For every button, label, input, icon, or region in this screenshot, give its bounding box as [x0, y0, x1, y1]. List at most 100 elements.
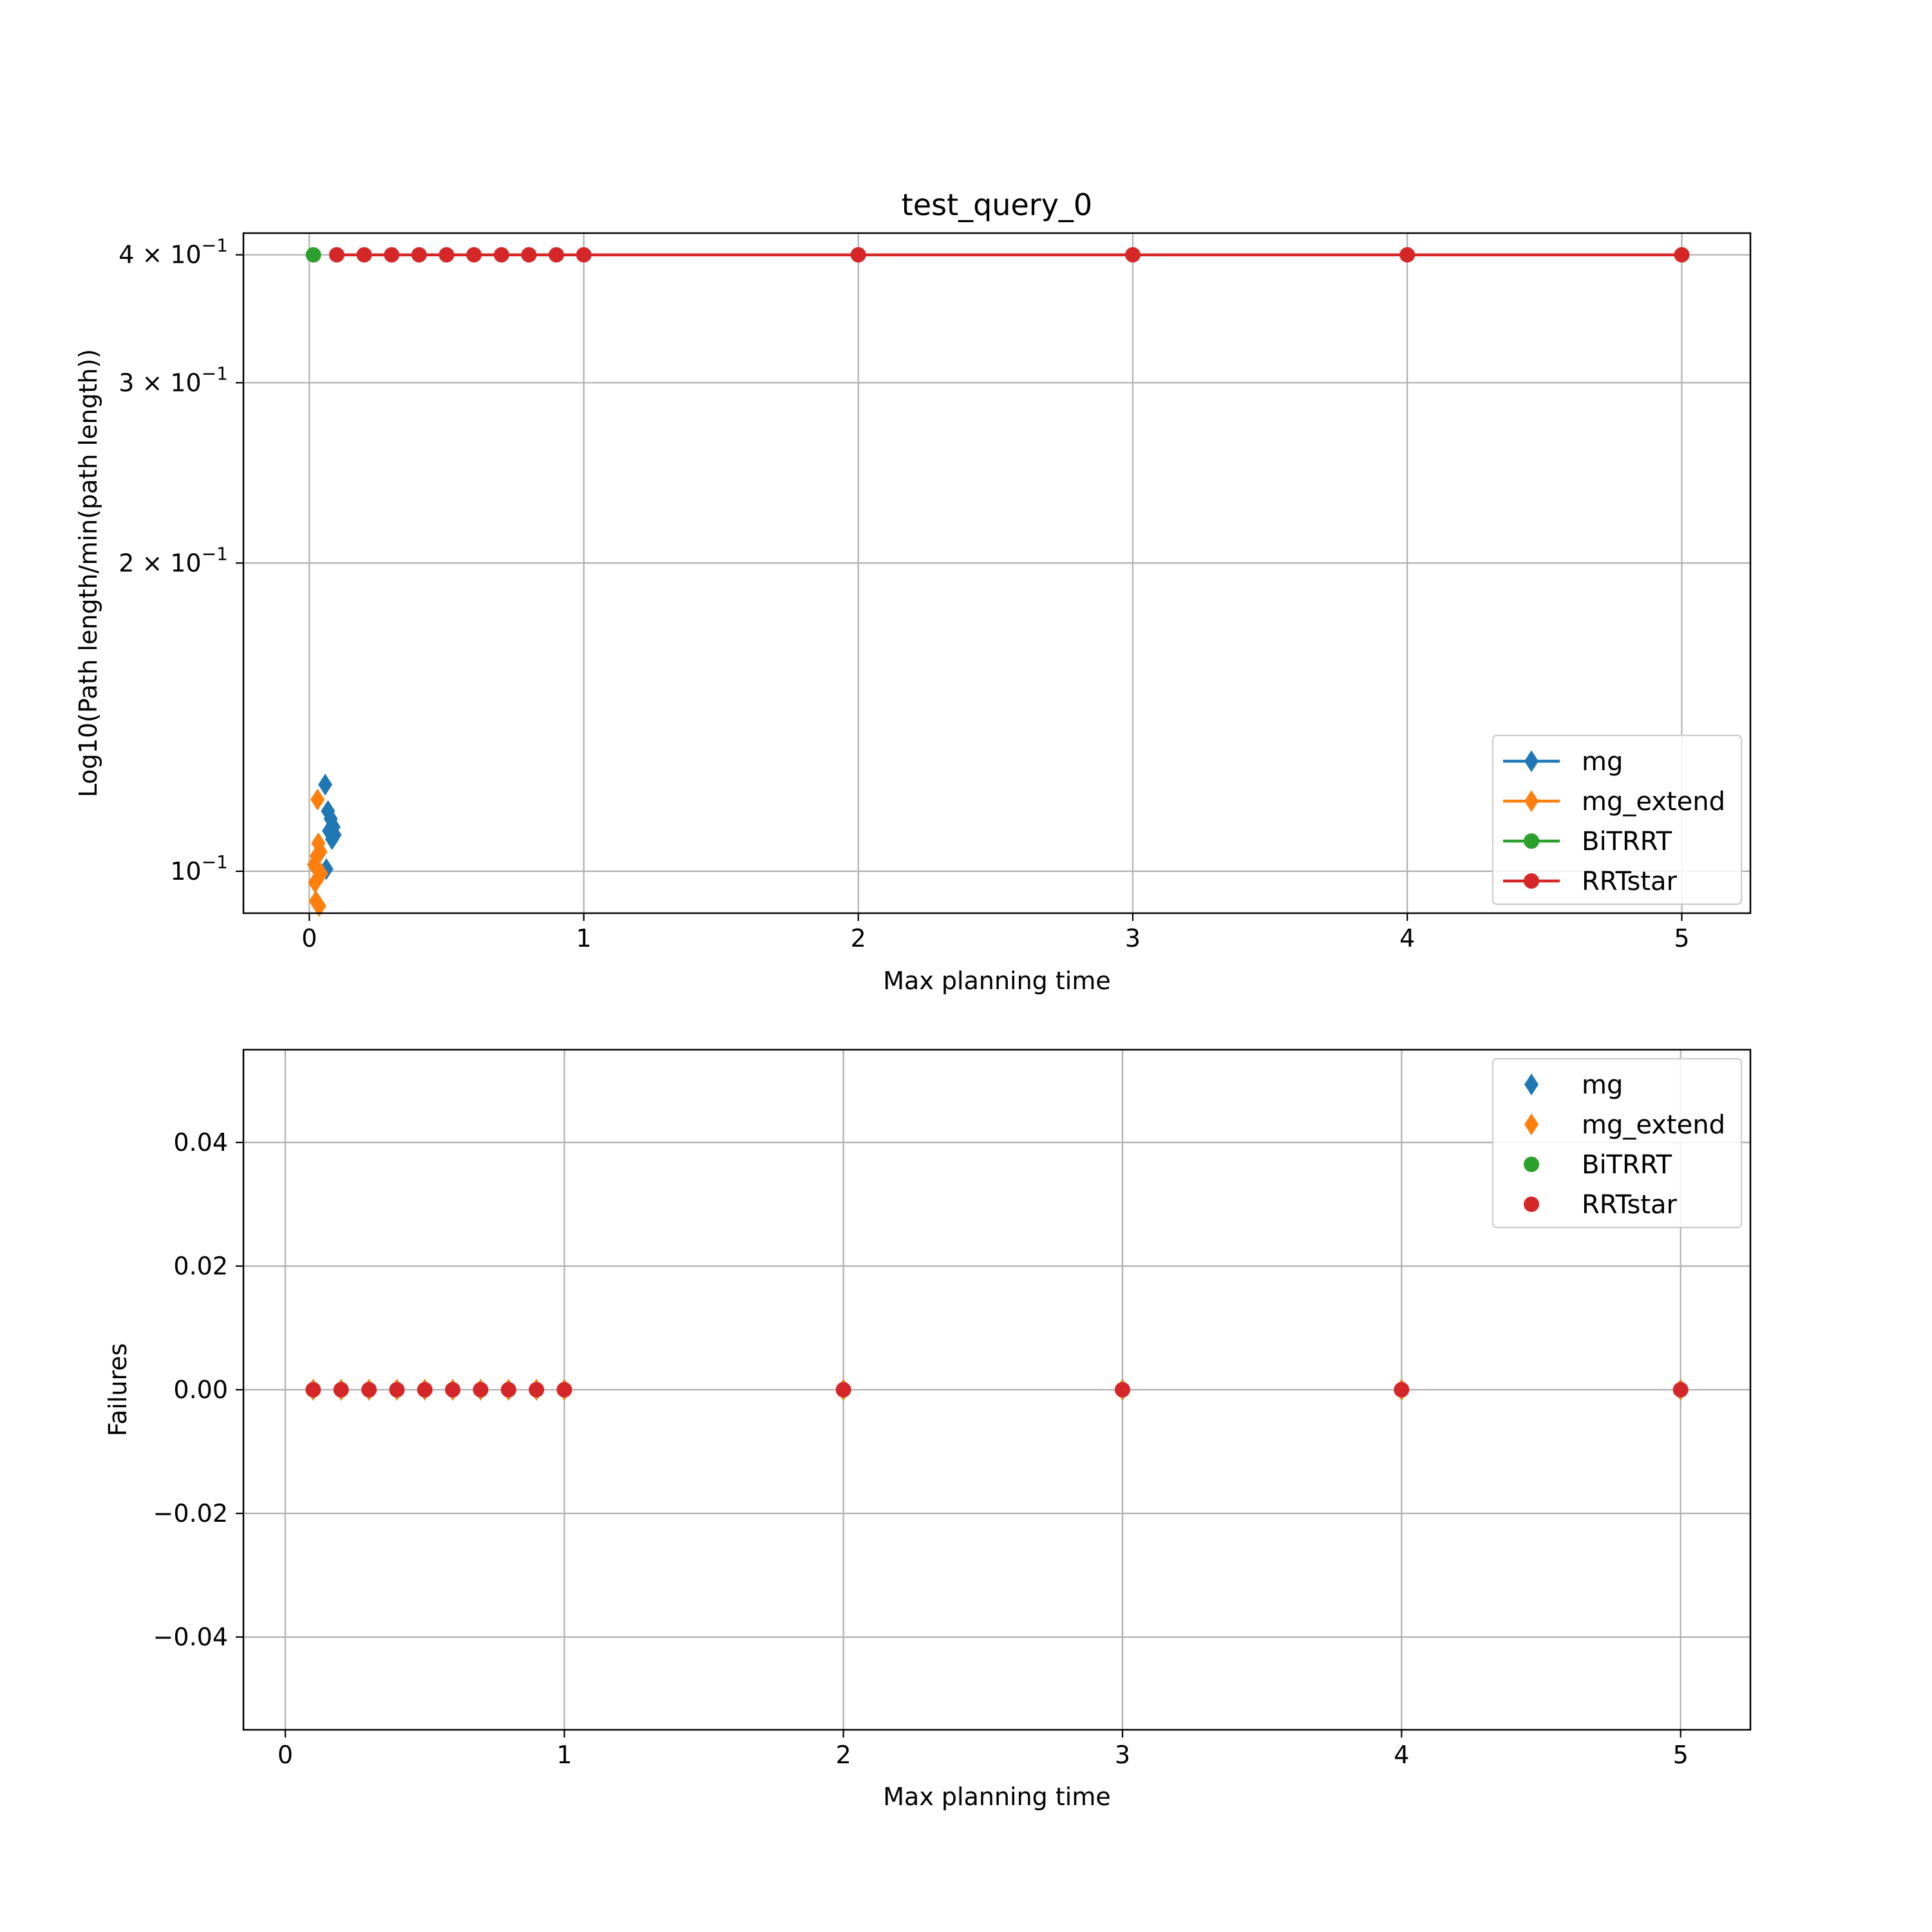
data-point: [500, 1382, 516, 1397]
x-tick-label: 1: [576, 924, 591, 952]
legend: mg mg_extend BiTRRT RRTstar: [1492, 734, 1743, 905]
y-tick-label: −0.04: [153, 1623, 228, 1651]
data-point: [384, 247, 400, 263]
x-tick-label: 5: [1673, 1741, 1689, 1769]
series-RRTstar: [305, 1382, 1689, 1397]
y-tick-label: 0.02: [173, 1252, 228, 1280]
data-point: [1394, 1382, 1410, 1397]
y-tick-label: 0.00: [173, 1376, 228, 1404]
data-point: [305, 1382, 321, 1397]
data-point: [1399, 247, 1416, 263]
x-tick-label: 1: [556, 1741, 572, 1769]
legend-item-BiTRRT: BiTRRT: [1524, 1150, 1672, 1180]
y-tick-label: −0.02: [153, 1499, 228, 1528]
data-point: [1672, 1382, 1689, 1397]
legend-marker: [1524, 1113, 1539, 1135]
path-length-subplot: test_query_0 0 1 2 3 4 5 10−1 2 × 10−1 3 × 10−1 4…: [74, 187, 1752, 995]
data-point: [521, 247, 537, 263]
legend-item-RRTstar: RRTstar: [1524, 1190, 1678, 1220]
x-axis-label: Max planning time: [883, 967, 1110, 995]
series-layer: [305, 1379, 1689, 1401]
legend-label: mg_extend: [1582, 787, 1725, 817]
legend-item-BiTRRT: BiTRRT: [1503, 827, 1672, 857]
data-point: [556, 1382, 573, 1397]
y-axis-label: Failures: [104, 1343, 132, 1437]
x-tick-label: 0: [278, 1741, 293, 1769]
series-mg: [318, 773, 342, 880]
legend-marker: [1524, 790, 1539, 812]
data-point: [361, 1382, 377, 1397]
data-point: [417, 1382, 433, 1397]
legend-marker: [1524, 1157, 1539, 1172]
data-point: [313, 840, 328, 863]
data-point: [445, 1382, 460, 1397]
data-point: [576, 247, 592, 263]
data-point: [328, 247, 345, 263]
data-point: [305, 247, 321, 263]
data-point: [333, 1382, 349, 1397]
legend-item-mg: mg: [1524, 1070, 1623, 1100]
data-point: [473, 1382, 489, 1397]
legend-box: [1492, 1057, 1743, 1229]
legend-marker: [1524, 873, 1539, 889]
plot-frame: [242, 232, 1752, 914]
data-point: [312, 895, 327, 917]
ticks: 0 1 2 3 4 5 −0.04 −0.02 0.00 0.02 0.04: [153, 1128, 1689, 1769]
legend-item-mg_extend: mg_extend: [1503, 787, 1725, 817]
data-point: [389, 1382, 405, 1397]
data-point: [1124, 247, 1141, 263]
series-BiTRRT: [305, 247, 321, 263]
x-axis-label: Max planning time: [883, 1783, 1110, 1811]
legend-label: mg_extend: [1582, 1110, 1725, 1140]
legend-label: BiTRRT: [1582, 1150, 1672, 1180]
legend-label: BiTRRT: [1582, 827, 1672, 857]
legend-marker: [1524, 1197, 1539, 1212]
data-point: [327, 824, 342, 846]
x-tick-label: 4: [1399, 924, 1415, 952]
data-point: [411, 247, 427, 263]
data-point: [529, 1382, 544, 1397]
x-tick-label: 2: [836, 1741, 851, 1769]
x-tick-label: 2: [851, 924, 866, 952]
series-mg_extend: [307, 788, 328, 917]
y-tick-label: 0.04: [173, 1128, 228, 1157]
legend: mg mg_extend BiTRRT RRTstar: [1492, 1057, 1743, 1229]
x-tick-label: 0: [301, 924, 317, 952]
failures-subplot: 0 1 2 3 4 5 −0.04 −0.02 0.00 0.02 0.04 Max plannin…: [104, 1048, 1752, 1811]
y-tick-label: 10−1: [170, 851, 228, 886]
y-tick-label: 4 × 10−1: [118, 235, 228, 269]
ticks: 0 1 2 3 4 5 10−1 2 × 10−1 3 × 10−1 4 × 10−1: [118, 235, 1689, 952]
y-axis-label: Log10(Path length/min(path length)): [74, 349, 102, 797]
data-point: [439, 247, 455, 263]
data-point: [466, 247, 482, 263]
series-layer: [305, 247, 1690, 917]
legend-item-mg_extend: mg_extend: [1524, 1110, 1725, 1140]
data-point: [850, 247, 866, 263]
x-tick-label: 5: [1674, 924, 1689, 952]
data-point: [314, 862, 328, 885]
legend-label: mg: [1582, 1070, 1623, 1100]
legend-item-RRTstar: RRTstar: [1503, 867, 1678, 896]
data-point: [310, 788, 325, 811]
data-point: [548, 247, 564, 263]
data-point: [1674, 247, 1690, 263]
x-tick-label: 4: [1394, 1741, 1409, 1769]
chart-title: test_query_0: [902, 187, 1092, 222]
y-tick-label: 2 × 10−1: [118, 543, 228, 577]
legend-box: [1492, 734, 1743, 905]
legend-label: RRTstar: [1582, 867, 1678, 896]
y-tick-label: 3 × 10−1: [118, 363, 228, 397]
data-point: [1115, 1382, 1130, 1397]
legend-marker: [1524, 833, 1539, 849]
legend-marker: [1524, 1074, 1539, 1095]
x-tick-label: 3: [1125, 924, 1141, 952]
legend-label: RRTstar: [1582, 1190, 1678, 1220]
series-RRTstar: [328, 247, 1690, 263]
x-tick-label: 3: [1115, 1741, 1130, 1769]
legend-item-mg: mg: [1503, 747, 1623, 777]
data-point: [318, 773, 333, 796]
legend-label: mg: [1582, 747, 1623, 777]
data-point: [493, 247, 509, 263]
data-point: [356, 247, 372, 263]
